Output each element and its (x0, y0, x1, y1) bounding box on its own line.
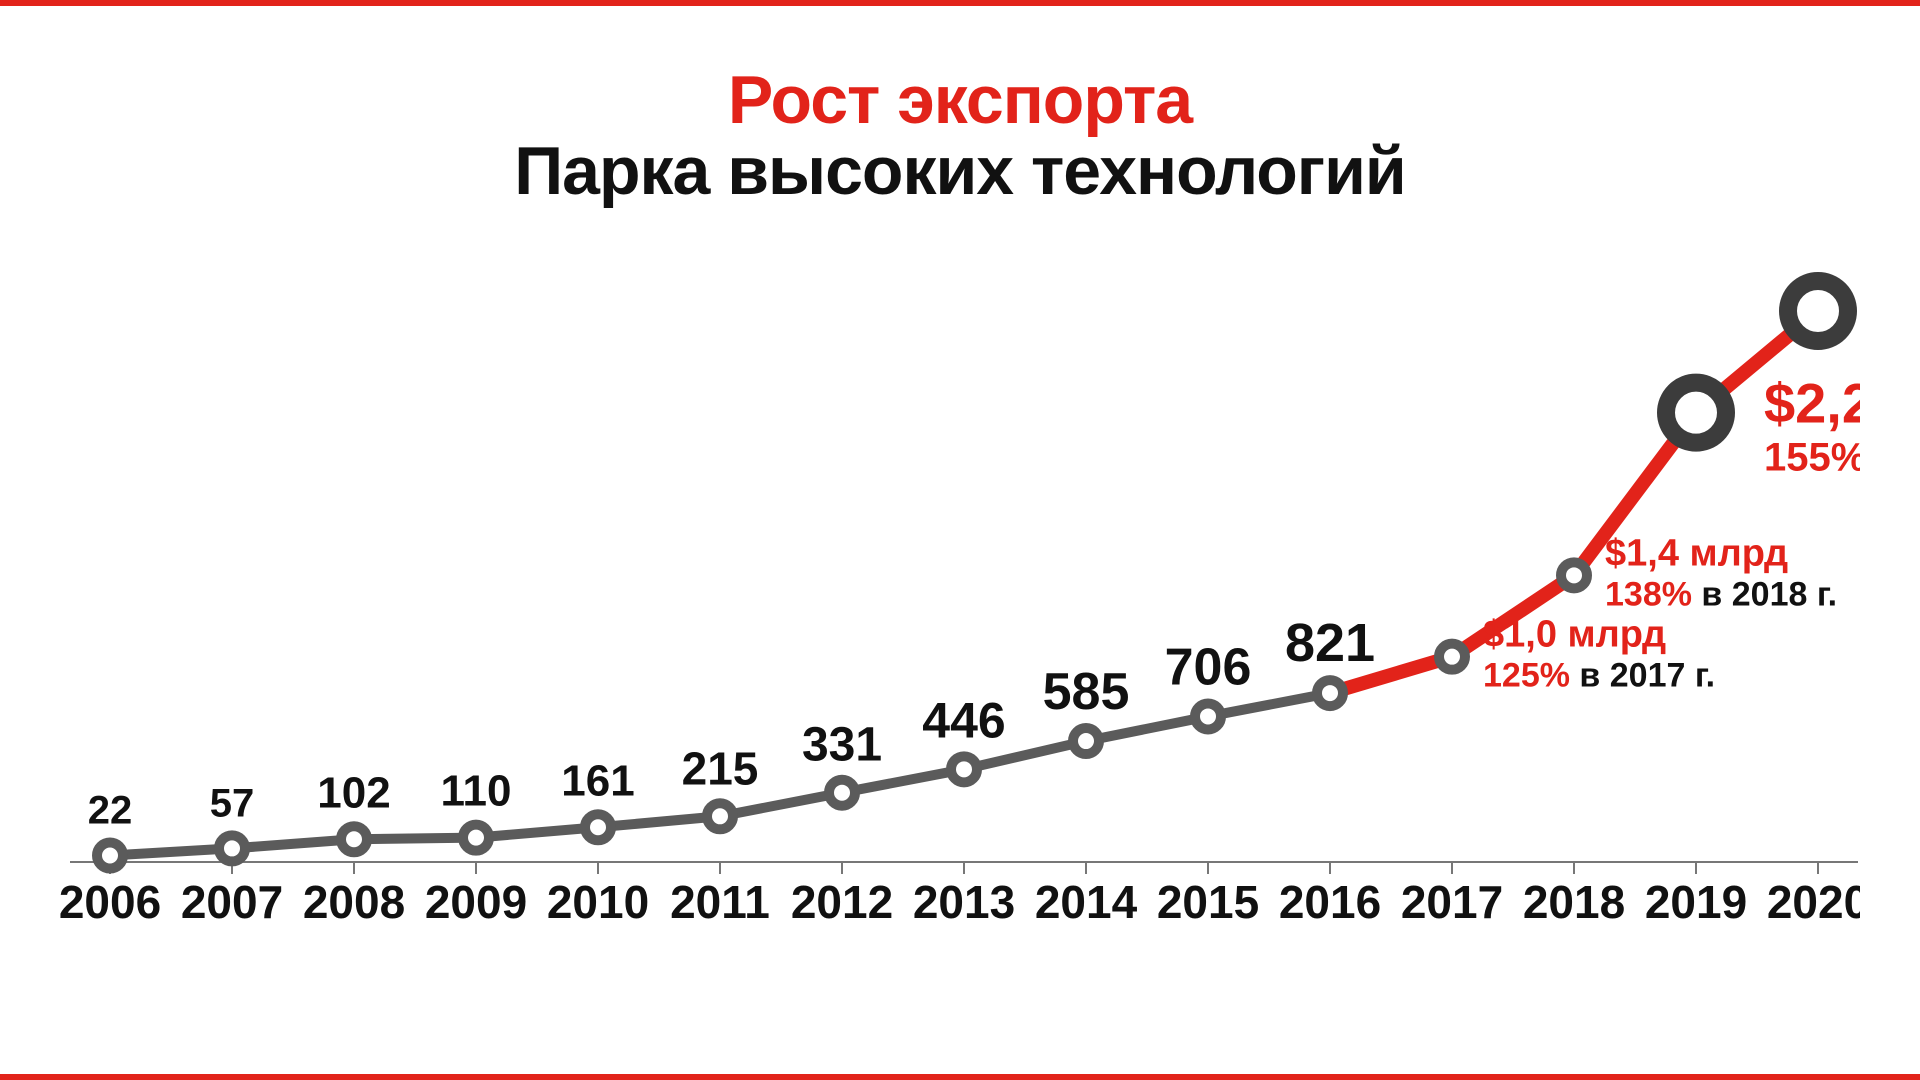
svg-text:22: 22 (88, 789, 133, 833)
svg-text:155% в 2019 г.: 155% в 2019 г. (1764, 436, 1860, 480)
svg-text:161: 161 (561, 756, 634, 805)
top-accent-bar (0, 0, 1920, 6)
svg-text:2008: 2008 (303, 876, 405, 928)
svg-text:57: 57 (210, 781, 255, 825)
svg-text:2017: 2017 (1401, 876, 1503, 928)
svg-text:446: 446 (922, 692, 1005, 748)
svg-text:2013: 2013 (913, 876, 1015, 928)
svg-text:$1,0 млрд: $1,0 млрд (1483, 614, 1666, 656)
svg-text:102: 102 (317, 768, 390, 817)
bottom-accent-bar (0, 1074, 1920, 1080)
svg-text:821: 821 (1285, 613, 1375, 673)
svg-text:2007: 2007 (181, 876, 283, 928)
svg-text:706: 706 (1165, 638, 1252, 696)
svg-text:2016: 2016 (1279, 876, 1381, 928)
svg-text:2012: 2012 (791, 876, 893, 928)
svg-text:2020: 2020 (1767, 876, 1860, 928)
svg-text:2015: 2015 (1157, 876, 1259, 928)
svg-text:138% в 2018 г.: 138% в 2018 г. (1605, 575, 1837, 613)
svg-text:331: 331 (802, 719, 882, 772)
svg-text:110: 110 (441, 767, 512, 816)
svg-text:2019: 2019 (1645, 876, 1747, 928)
svg-text:2018: 2018 (1523, 876, 1625, 928)
svg-text:215: 215 (682, 742, 759, 794)
svg-text:$2,2 млрд: $2,2 млрд (1764, 372, 1860, 435)
title-line-2: Парка высоких технологий (0, 136, 1920, 207)
svg-text:2014: 2014 (1035, 876, 1138, 928)
chart-title: Рост экспорта Парка высоких технологий (0, 65, 1920, 208)
svg-text:$1,4 млрд: $1,4 млрд (1605, 532, 1788, 574)
svg-text:125% в 2017 г.: 125% в 2017 г. (1483, 657, 1715, 695)
svg-text:585: 585 (1043, 663, 1130, 721)
export-growth-chart: 22 57 102 110 161 215 331 446 585 706 821 $1,0 млрд… (60, 220, 1860, 980)
svg-text:2006: 2006 (60, 876, 161, 928)
svg-text:2011: 2011 (670, 876, 770, 928)
title-line-1: Рост экспорта (0, 65, 1920, 136)
svg-text:2010: 2010 (547, 876, 649, 928)
svg-text:2009: 2009 (425, 876, 527, 928)
